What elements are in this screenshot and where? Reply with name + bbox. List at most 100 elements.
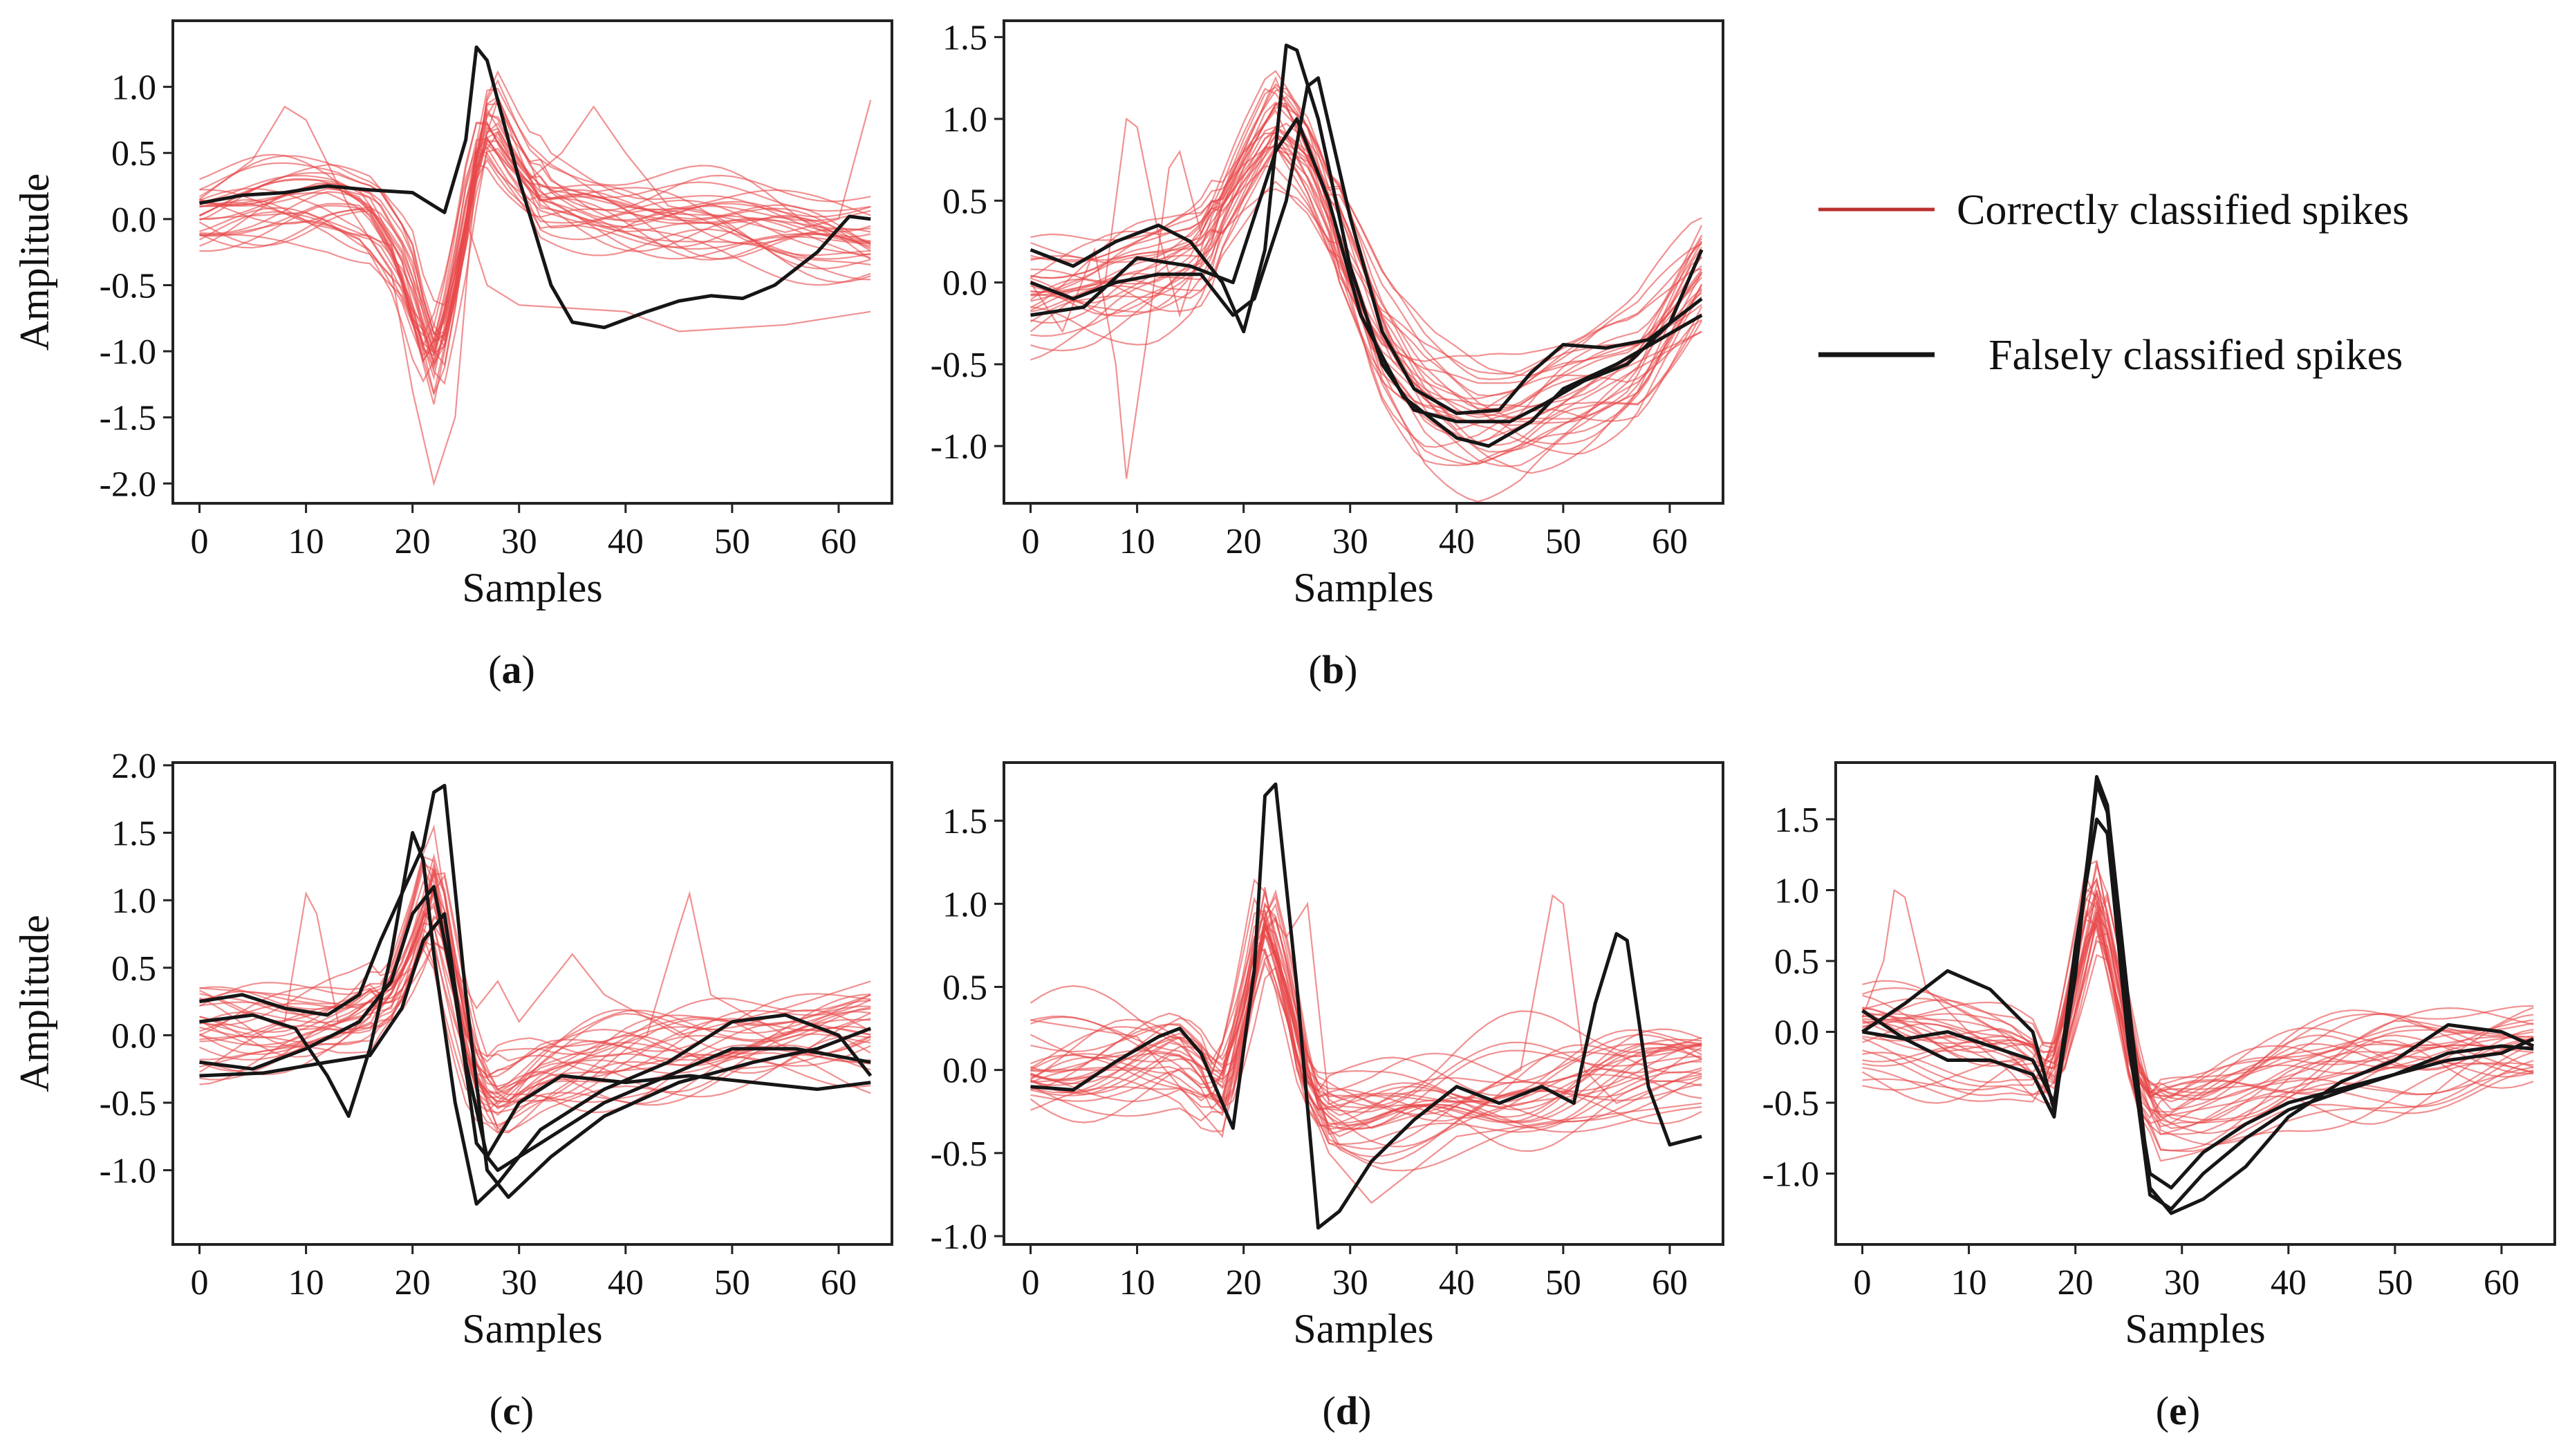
y-tick-label-d-0.5: 0.5 [942, 968, 987, 1007]
correct-spike-e-6 [1862, 861, 2534, 1121]
x-axis-title-e: Samples [2125, 1306, 2265, 1352]
x-tick-label-a-10: 10 [288, 522, 324, 561]
x-tick-label-a-60: 60 [821, 522, 857, 561]
correct-spike-c-0 [199, 910, 871, 1058]
x-tick-label-a-40: 40 [608, 522, 644, 561]
y-tick-label-b--0.5: -0.5 [931, 346, 987, 385]
correct-spike-e-21 [1862, 890, 2534, 1146]
x-tick-label-d-10: 10 [1119, 1263, 1155, 1303]
correct-spike-b-11 [1030, 142, 1703, 421]
false-spike-b-0 [1030, 44, 1704, 424]
y-tick-label-b-0.0: 0.0 [942, 264, 987, 304]
correct-spike-a-15 [199, 158, 871, 371]
x-tick-label-b-50: 50 [1545, 522, 1581, 561]
correct-spike-outlier-d-1 [1030, 887, 1702, 1204]
correct-spike-e-20 [1862, 874, 2534, 1119]
x-axis-title-d: Samples [1293, 1306, 1433, 1352]
correct-spike-c-15 [199, 885, 871, 1106]
correct-spike-outlier-c-1 [199, 884, 871, 1036]
y-tick-label-a-0.0: 0.0 [111, 200, 156, 240]
x-tick-label-c-20: 20 [395, 1263, 431, 1303]
correct-spike-e-8 [1862, 899, 2534, 1162]
y-tick-label-b-1.5: 1.5 [942, 19, 987, 58]
correct-spike-d-17 [1030, 960, 1702, 1132]
correct-spike-d-13 [1030, 924, 1702, 1108]
legend-label-correct: Correctly classified spikes [1957, 187, 2409, 234]
false-spike-c-3 [199, 912, 871, 1159]
y-tick-label-c-2.0: 2.0 [111, 747, 156, 786]
correct-spike-outlier-c-0 [199, 872, 871, 1090]
correct-spike-b-25 [1030, 136, 1703, 376]
y-tick-label-e--0.5: -0.5 [1762, 1084, 1819, 1123]
x-tick-label-c-0: 0 [191, 1263, 209, 1303]
x-tick-label-b-10: 10 [1119, 522, 1155, 561]
correct-spike-b-1 [1030, 144, 1702, 467]
x-tick-label-c-40: 40 [608, 1263, 644, 1303]
y-tick-label-b-1.0: 1.0 [942, 100, 987, 140]
false-spike-e-2 [1862, 782, 2534, 1211]
y-tick-label-d-1.0: 1.0 [942, 885, 987, 924]
correct-spike-d-16 [1030, 889, 1702, 1172]
y-tick-label-c-1.5: 1.5 [111, 814, 156, 854]
y-tick-label-a--2.0: -2.0 [100, 465, 156, 504]
correct-spike-a-20 [199, 111, 871, 367]
false-spike-a-0 [199, 45, 871, 330]
correct-spike-d-25 [1030, 894, 1702, 1165]
correct-spike-b-13 [1030, 165, 1702, 375]
correct-spike-d-4 [1030, 924, 1702, 1127]
x-tick-label-b-60: 60 [1652, 522, 1688, 561]
legend: Correctly classified spikes Falsely clas… [1818, 187, 2409, 379]
panel-e: 0 10 20 30 40 50 60 -1.0 -0.5 0.0 0.5 1.0 1.5 Samples… [1762, 761, 2556, 1433]
y-tick-label-a--1.0: -1.0 [100, 333, 156, 372]
series-group-b [1030, 44, 1704, 503]
y-tick-label-d-0.0: 0.0 [942, 1052, 987, 1091]
y-tick-label-a--0.5: -0.5 [100, 266, 156, 306]
x-tick-label-e-40: 40 [2271, 1263, 2307, 1303]
correct-spike-c-16 [199, 824, 871, 1094]
correct-spike-c-27 [199, 862, 871, 1126]
x-tick-label-e-20: 20 [2058, 1263, 2094, 1303]
correct-spike-e-13 [1862, 897, 2534, 1152]
correct-spike-a-10 [199, 131, 871, 355]
correct-spike-c-19 [199, 855, 871, 1114]
series-group-d [1030, 782, 1702, 1230]
x-tick-label-a-20: 20 [395, 522, 431, 561]
x-tick-label-e-30: 30 [2164, 1263, 2200, 1303]
panel-label-b: (b) [1309, 647, 1358, 692]
correct-spike-a-12 [199, 114, 871, 363]
y-tick-label-e-1.5: 1.5 [1774, 801, 1819, 840]
correct-spike-a-21 [199, 122, 871, 346]
correct-spike-c-26 [199, 880, 871, 1103]
x-tick-label-c-60: 60 [821, 1263, 857, 1303]
correct-spike-b-26 [1030, 102, 1703, 444]
correct-spike-d-26 [1030, 935, 1702, 1130]
x-tick-label-d-0: 0 [1022, 1263, 1040, 1303]
y-tick-label-e-0.5: 0.5 [1774, 942, 1819, 982]
correct-spike-a-22 [199, 79, 871, 342]
x-tick-label-e-60: 60 [2484, 1263, 2520, 1303]
correct-spike-c-3 [199, 885, 871, 1132]
correct-spike-b-16 [1030, 136, 1703, 397]
x-tick-label-b-30: 30 [1332, 522, 1368, 561]
correct-spike-e-27 [1862, 890, 2534, 1135]
correct-spike-d-27 [1030, 878, 1702, 1129]
y-tick-label-d-1.5: 1.5 [942, 802, 987, 841]
correct-spike-e-4 [1862, 909, 2534, 1096]
panel-a: 0 10 20 30 40 50 60 -2.0 -1.5 -1.0 -0.5 0.0 0.5 1.0 Sa… [12, 19, 893, 692]
correct-spike-b-27 [1030, 133, 1703, 448]
plot-frame-c [171, 761, 893, 1246]
panel-label-c: (c) [490, 1388, 534, 1433]
correct-spike-c-25 [199, 868, 871, 1079]
correct-spike-a-18 [199, 122, 871, 357]
correct-spike-c-4 [199, 869, 871, 1079]
plot-frame-d [1003, 761, 1724, 1246]
plot-frame-a [171, 19, 893, 505]
false-spike-c-1 [199, 831, 873, 1206]
y-tick-label-c--1.0: -1.0 [100, 1152, 156, 1191]
x-tick-label-b-40: 40 [1439, 522, 1475, 561]
correct-spike-d-14 [1030, 966, 1702, 1110]
series-group-c [198, 783, 873, 1206]
false-spike-b-1 [1030, 76, 1703, 416]
y-tick-label-a-1.0: 1.0 [111, 68, 156, 108]
panel-label-d: (d) [1323, 1388, 1372, 1433]
